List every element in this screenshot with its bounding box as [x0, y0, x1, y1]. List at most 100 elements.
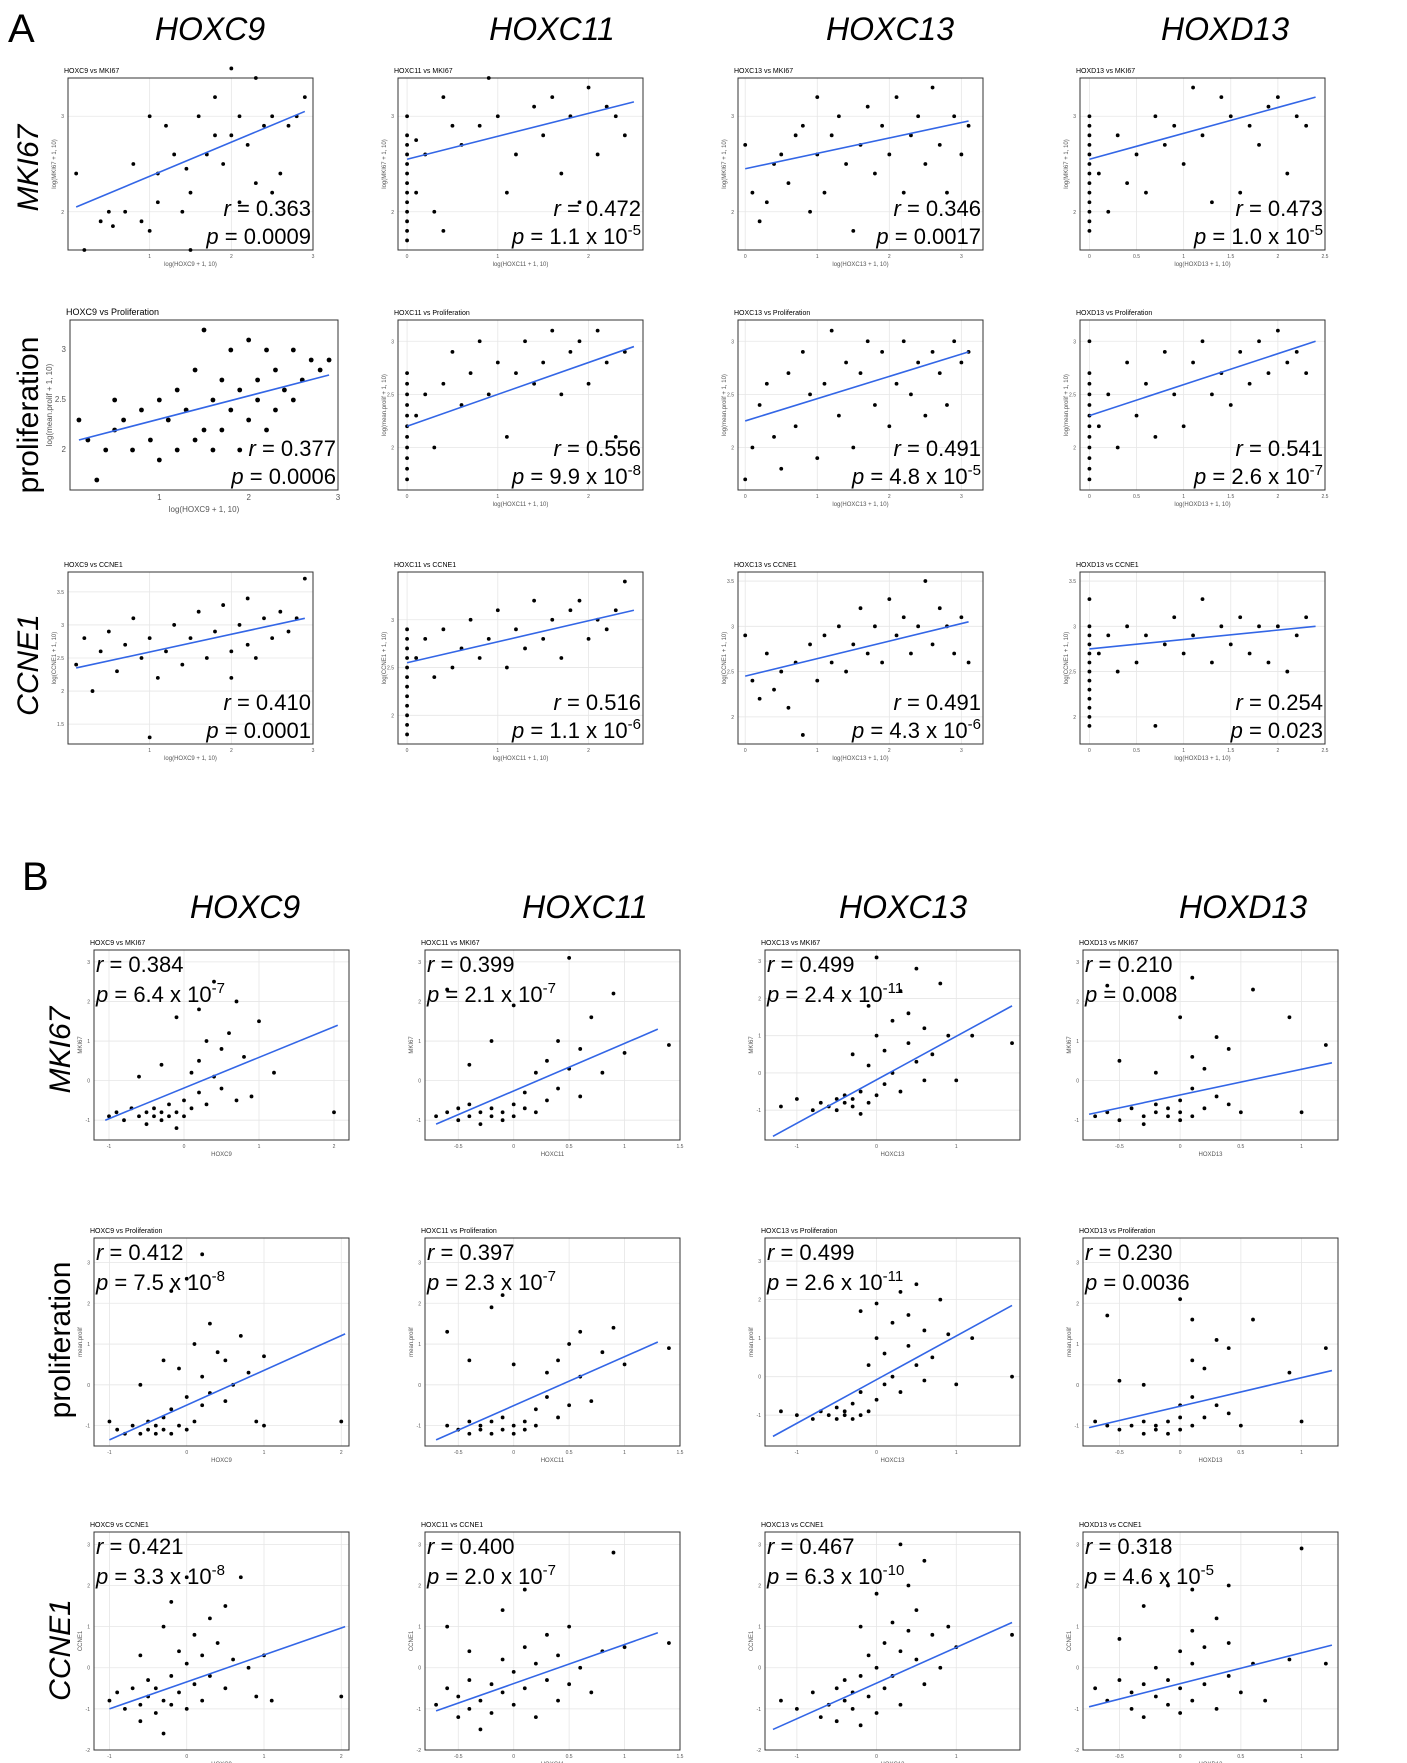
data-point [1088, 706, 1092, 710]
y-tick-label: 0 [1076, 1079, 1079, 1085]
data-point [1088, 162, 1092, 166]
scatter-plot: HOXC11 vs MKI67-0.5 0 0.5 1 1.5-10123HOXC11M… [409, 940, 684, 1158]
data-point [156, 200, 160, 204]
column-header-a-hoxc13: HOXC13 [826, 11, 954, 47]
x-tick-label: 0 [875, 1144, 878, 1150]
correlation-r: r = 0.397 [427, 1240, 514, 1265]
data-point [1182, 652, 1186, 656]
data-point [1178, 1099, 1182, 1103]
x-axis-label: log(HOXC13 + 1, 10) [832, 756, 888, 762]
y-tick-label: -2 [417, 1748, 422, 1754]
data-point [534, 1407, 538, 1411]
x-tick-label: 0 [1179, 1450, 1182, 1456]
p-value: p = 6.4 x 10-7 [95, 980, 225, 1007]
data-point [229, 649, 233, 653]
data-point [445, 1625, 449, 1629]
p-value: p = 0.023 [1230, 718, 1323, 743]
y-axis-label: log(MKI67 + 1, 10) [722, 139, 728, 189]
data-point [835, 1686, 839, 1690]
data-point [801, 733, 805, 737]
data-point [1191, 361, 1195, 365]
data-point [843, 1699, 847, 1703]
data-point [623, 580, 627, 584]
data-point [193, 368, 198, 373]
y-axis-label: MKI67 [749, 1036, 755, 1054]
plot-title: HOXC11 vs CCNE1 [394, 562, 456, 569]
data-point [432, 675, 436, 679]
data-point [1288, 1371, 1292, 1375]
y-tick-label: 3 [61, 623, 64, 629]
x-tick-label: -0.5 [454, 1144, 463, 1150]
data-point [1203, 1067, 1207, 1071]
data-point [205, 1102, 209, 1106]
data-point [467, 1114, 471, 1118]
data-point [851, 643, 855, 647]
data-point [587, 382, 591, 386]
data-point [1154, 1428, 1158, 1432]
data-point [1295, 633, 1299, 637]
data-point [189, 248, 193, 252]
x-tick-label: 3 [312, 254, 315, 260]
y-tick-label: 1 [87, 1342, 90, 1348]
scatter-plot: HOXC11 vs Proliferation-0.5 0 0.5 1 1.5-1012… [409, 1228, 684, 1464]
data-point [1239, 1424, 1243, 1428]
data-point [1135, 661, 1139, 665]
data-point [332, 1110, 336, 1114]
y-axis-label: mean.prolif [78, 1327, 84, 1357]
data-point [844, 670, 848, 674]
data-point [931, 643, 935, 647]
data-point [138, 1432, 142, 1436]
data-point [596, 153, 600, 157]
y-axis-label: CCNE1 [749, 1630, 755, 1651]
data-point [859, 1625, 863, 1629]
data-point [200, 1375, 204, 1379]
data-point [1125, 181, 1129, 185]
regression-line [1089, 97, 1315, 159]
data-point [512, 1102, 516, 1106]
y-tick-label: 2 [1076, 999, 1079, 1005]
data-point [1215, 1035, 1219, 1039]
data-point [815, 679, 819, 683]
data-point [801, 124, 805, 128]
data-point [1097, 652, 1101, 656]
data-point [185, 1428, 189, 1432]
correlation-r: r = 0.467 [767, 1534, 854, 1559]
data-point [578, 1330, 582, 1334]
data-point [1227, 1411, 1231, 1415]
data-point [915, 1363, 919, 1367]
data-point [811, 1691, 815, 1695]
data-point [287, 124, 291, 128]
data-point [545, 1395, 549, 1399]
data-point [77, 418, 82, 423]
data-point [938, 606, 942, 610]
x-axis-label: log(HOXC9 + 1, 10) [164, 262, 217, 268]
data-point [1267, 371, 1271, 375]
x-tick-label: 0 [406, 748, 409, 754]
data-point [405, 467, 409, 471]
row-header-b-ccne1: CCNE1 [44, 1599, 77, 1701]
data-point [587, 86, 591, 90]
data-point [197, 114, 201, 118]
data-point [1135, 153, 1139, 157]
column-header-b-hoxc13: HOXC13 [839, 889, 967, 925]
data-point [851, 1417, 855, 1421]
data-point [501, 1428, 505, 1432]
data-point [1203, 1416, 1207, 1420]
data-point [405, 133, 409, 137]
data-point [1088, 688, 1092, 692]
data-point [938, 1298, 942, 1302]
data-point [1215, 1707, 1219, 1711]
y-tick-label: -1 [417, 1118, 422, 1124]
x-tick-label: -0.5 [454, 1754, 463, 1760]
data-point [318, 368, 323, 373]
data-point [108, 1699, 112, 1703]
data-point [811, 1108, 815, 1112]
regression-line [745, 352, 968, 421]
data-point [843, 1101, 847, 1105]
data-point [1203, 1682, 1207, 1686]
data-point [255, 378, 260, 383]
y-axis-label: log(CCNE1 + 1, 10) [52, 632, 58, 685]
p-value: p = 2.3 x 10-7 [426, 1268, 556, 1295]
data-point [423, 637, 427, 641]
y-tick-label: 0 [87, 1666, 90, 1672]
